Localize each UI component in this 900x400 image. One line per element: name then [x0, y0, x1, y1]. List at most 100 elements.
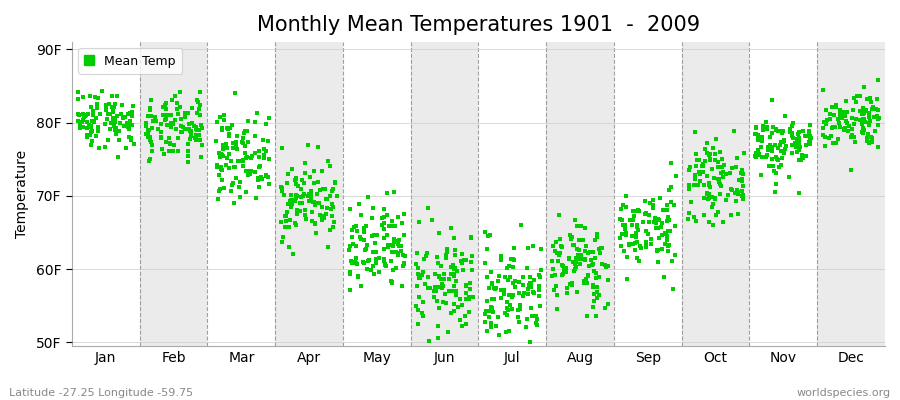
Point — [148, 114, 163, 121]
Point — [76, 113, 91, 120]
Point — [432, 229, 446, 236]
Point — [181, 110, 195, 116]
Point — [822, 134, 836, 141]
Point — [828, 124, 842, 130]
Point — [484, 296, 499, 302]
Point — [318, 186, 332, 192]
Point — [431, 323, 446, 329]
Point — [688, 129, 703, 135]
Point — [343, 269, 357, 276]
Point — [361, 194, 375, 200]
Point — [869, 96, 884, 102]
Point — [645, 201, 660, 208]
Point — [177, 126, 192, 132]
Point — [658, 241, 672, 248]
Point — [769, 181, 783, 187]
Point — [771, 157, 786, 163]
Point — [687, 214, 701, 220]
Point — [688, 163, 703, 169]
Point — [663, 184, 678, 190]
Point — [109, 125, 123, 131]
Point — [759, 118, 773, 125]
Point — [105, 93, 120, 99]
Point — [618, 192, 633, 199]
Point — [210, 119, 224, 126]
Point — [478, 318, 492, 325]
Point — [308, 220, 322, 226]
Point — [173, 88, 187, 95]
Point — [304, 191, 319, 198]
Point — [856, 130, 870, 136]
Point — [150, 126, 165, 132]
Point — [763, 133, 778, 140]
Point — [829, 104, 843, 110]
Point — [458, 257, 473, 263]
Point — [462, 294, 476, 301]
Point — [356, 228, 371, 235]
Point — [140, 112, 155, 119]
Title: Monthly Mean Temperatures 1901  -  2009: Monthly Mean Temperatures 1901 - 2009 — [256, 15, 700, 35]
Point — [446, 261, 461, 268]
Point — [502, 274, 517, 280]
Point — [551, 258, 565, 264]
Point — [734, 166, 749, 173]
Point — [368, 240, 382, 246]
Point — [244, 155, 258, 161]
Point — [778, 150, 792, 156]
Point — [871, 115, 886, 122]
Point — [164, 112, 178, 118]
Point — [578, 256, 592, 263]
Point — [707, 195, 722, 202]
Point — [144, 139, 158, 145]
Point — [803, 139, 817, 146]
Point — [598, 262, 612, 268]
Point — [553, 249, 567, 256]
Point — [617, 224, 632, 231]
Point — [521, 285, 535, 292]
Point — [241, 118, 256, 124]
Point — [107, 104, 122, 110]
Point — [774, 139, 788, 145]
Point — [447, 252, 462, 258]
Point — [731, 189, 745, 195]
Point — [651, 225, 665, 232]
Point — [211, 162, 225, 168]
Point — [382, 223, 396, 229]
Point — [494, 287, 508, 294]
Point — [293, 193, 308, 200]
Point — [524, 305, 538, 311]
Point — [524, 284, 538, 290]
Point — [187, 134, 202, 141]
Point — [394, 282, 409, 289]
Point — [500, 305, 514, 312]
Point — [588, 237, 602, 244]
Point — [730, 187, 744, 194]
Point — [384, 258, 399, 264]
Point — [392, 243, 407, 249]
Bar — [750, 42, 817, 346]
Point — [319, 211, 333, 217]
Point — [633, 243, 647, 249]
Point — [754, 172, 769, 178]
Point — [570, 246, 584, 252]
Point — [859, 107, 873, 113]
Point — [430, 298, 445, 305]
Point — [454, 322, 469, 329]
Point — [414, 272, 428, 278]
Point — [353, 234, 367, 240]
Point — [125, 112, 140, 118]
Point — [590, 234, 605, 240]
Point — [436, 283, 450, 289]
Point — [422, 338, 436, 344]
Point — [725, 165, 740, 171]
Point — [348, 254, 363, 261]
Point — [546, 287, 561, 293]
Point — [448, 278, 463, 284]
Point — [705, 203, 719, 210]
Point — [212, 186, 227, 192]
Point — [797, 133, 812, 140]
Point — [106, 115, 121, 121]
Point — [230, 139, 244, 145]
Point — [865, 135, 879, 142]
Point — [385, 280, 400, 286]
